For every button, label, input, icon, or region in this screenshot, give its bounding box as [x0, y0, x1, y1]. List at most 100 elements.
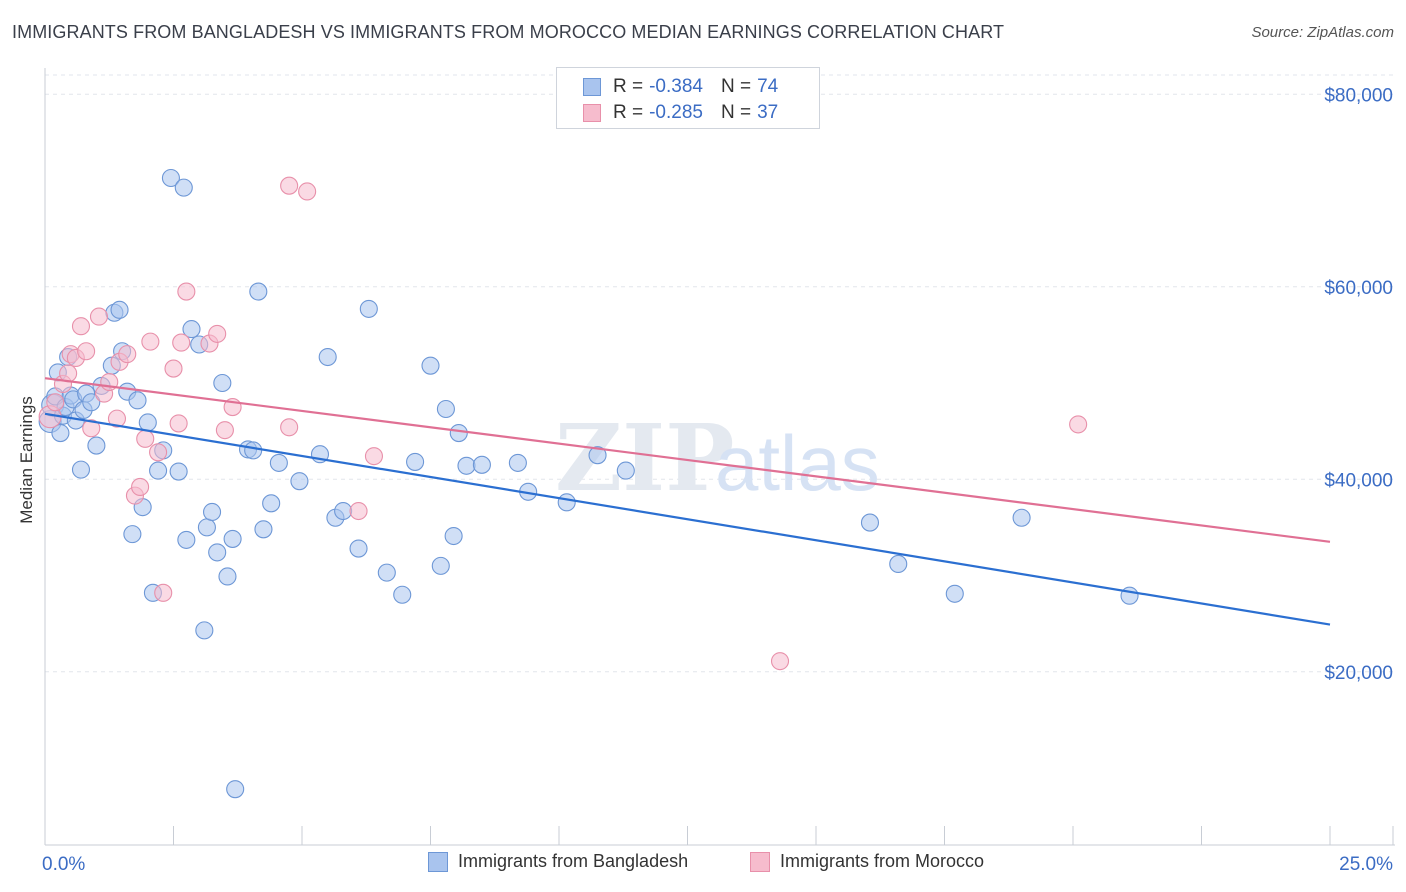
watermark-zip: ZIP	[555, 404, 734, 512]
legend-r-value: -0.384	[649, 76, 703, 97]
legend-n-label: N =	[720, 76, 752, 97]
data-point	[472, 455, 491, 474]
grid-lines	[45, 74, 1395, 673]
data-point	[123, 525, 142, 544]
data-point	[169, 462, 188, 481]
trend-line-bangladesh	[44, 412, 1331, 626]
data-point	[889, 554, 908, 574]
data-point	[136, 429, 155, 448]
legend-row-morocco: R = -0.285 N = 37	[583, 101, 778, 125]
data-point	[945, 584, 964, 603]
data-point	[138, 413, 157, 432]
data-point	[182, 320, 201, 339]
data-point	[174, 178, 193, 197]
data-point	[262, 494, 281, 513]
data-point	[431, 556, 450, 575]
data-point	[280, 418, 299, 437]
data-point	[177, 282, 196, 301]
data-point	[377, 563, 396, 582]
legend-r-value: -0.285	[649, 102, 703, 123]
x-tick-label-max: 25.0%	[1339, 854, 1393, 875]
data-point	[364, 447, 384, 466]
data-point	[457, 456, 476, 475]
data-point	[82, 393, 101, 412]
bottom-legend-morocco: Immigrants from Morocco	[750, 851, 984, 872]
data-point	[164, 359, 183, 378]
data-point	[149, 443, 168, 462]
y-axis-title: Median Earnings	[17, 396, 36, 524]
y-tick-label: $60,000	[1324, 278, 1393, 299]
correlation-legend: R = -0.384 N = 74 R = -0.285 N = 37	[556, 67, 820, 129]
data-point	[77, 342, 96, 361]
data-point	[508, 453, 527, 472]
data-point	[110, 300, 129, 319]
legend-r-label: R =	[613, 102, 644, 123]
data-point	[141, 332, 160, 351]
data-point	[169, 414, 188, 433]
bottom-legend-bangladesh: Immigrants from Bangladesh	[428, 851, 688, 872]
data-point	[226, 780, 245, 799]
data-point	[436, 399, 455, 419]
data-point	[449, 423, 468, 443]
data-point	[215, 421, 234, 440]
data-point	[359, 299, 378, 318]
bottom-legend-swatch-bangladesh	[428, 851, 448, 872]
data-point	[197, 518, 216, 537]
data-point	[280, 176, 299, 195]
data-point	[254, 520, 273, 539]
trend-line-morocco	[44, 377, 1331, 543]
data-point	[172, 333, 191, 352]
legend-swatch-morocco	[583, 104, 601, 122]
data-point	[421, 356, 440, 375]
data-point	[860, 513, 880, 532]
trend-lines	[44, 377, 1331, 626]
source-credit: Source: ZipAtlas.com	[1251, 24, 1394, 41]
series-points-morocco	[38, 176, 1088, 671]
data-point	[334, 501, 353, 521]
data-point	[118, 345, 137, 364]
data-point	[71, 460, 91, 479]
data-point	[87, 436, 106, 455]
data-point	[406, 452, 425, 471]
bottom-legend-label: Immigrants from Bangladesh	[458, 851, 689, 871]
axis-labels: $20,000 $40,000 $60,000 $80,000 0.0% 25.0% Med…	[17, 85, 1393, 875]
data-point	[154, 583, 173, 602]
legend-swatch-bangladesh	[583, 78, 601, 96]
data-point	[89, 307, 109, 326]
data-point	[208, 324, 227, 343]
data-point	[298, 182, 317, 201]
data-point	[177, 530, 196, 549]
data-point	[82, 419, 101, 438]
y-tick-label: $20,000	[1324, 663, 1393, 684]
chart-title: IMMIGRANTS FROM BANGLADESH VS IMMIGRANTS…	[12, 22, 1005, 42]
data-point	[195, 621, 214, 640]
data-point	[588, 446, 607, 465]
data-point	[616, 461, 635, 480]
data-point	[249, 282, 268, 301]
data-point	[290, 472, 309, 491]
legend-n-label: N =	[720, 102, 752, 123]
data-point	[318, 347, 337, 367]
data-point	[557, 493, 576, 512]
data-point	[244, 441, 263, 460]
watermark-atlas: atlas	[715, 419, 880, 507]
data-point	[149, 461, 168, 480]
data-point	[218, 567, 237, 586]
legend-r-label: R =	[613, 76, 644, 97]
data-point	[161, 168, 180, 188]
bottom-legend-label: Immigrants from Morocco	[780, 851, 985, 871]
legend-n-value: 74	[757, 76, 779, 97]
data-point	[223, 529, 242, 548]
data-point	[131, 477, 150, 497]
legend-n-value: 37	[757, 102, 779, 123]
bottom-legend-swatch-morocco	[750, 851, 770, 872]
data-point	[1012, 508, 1031, 527]
data-point	[349, 539, 368, 558]
data-point	[269, 453, 288, 472]
data-point	[1069, 415, 1088, 434]
data-point	[71, 317, 91, 336]
data-point	[393, 585, 412, 604]
data-point	[444, 526, 463, 546]
axes	[44, 68, 1395, 846]
